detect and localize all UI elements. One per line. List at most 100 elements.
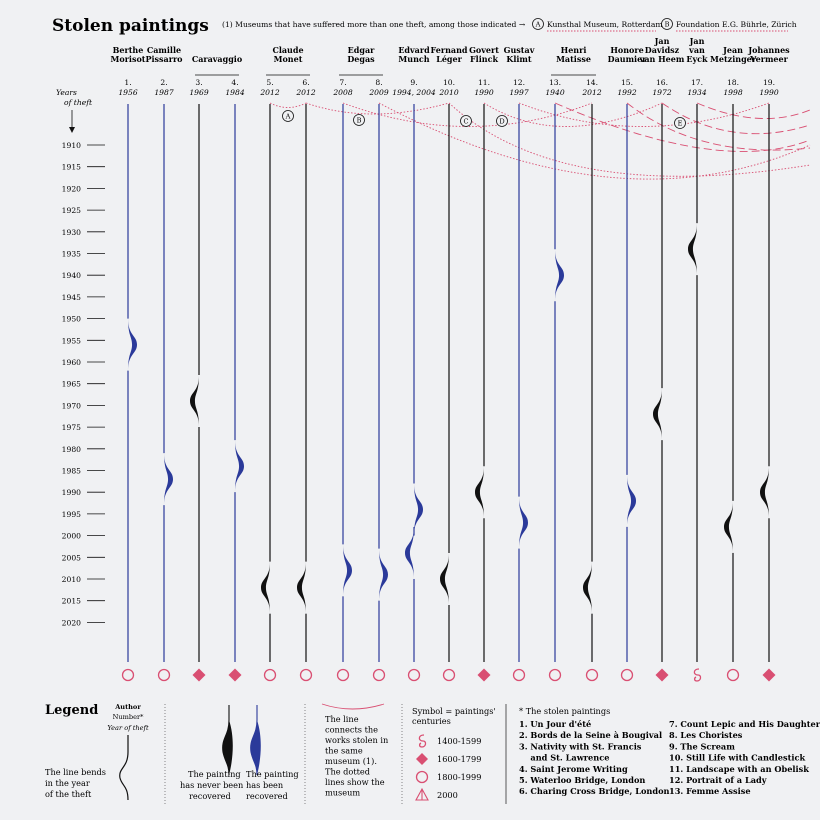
painting-number: 8.: [375, 78, 382, 87]
museum-marker-icon: [282, 110, 294, 122]
painting-number: 12.: [513, 78, 525, 87]
legend-symbol-heading-2: centuries: [412, 716, 451, 726]
stolen-painting-item: 12. Portrait of a Lady: [669, 775, 767, 785]
museum-note-text: (1) Museums that have suffered more than…: [222, 20, 526, 29]
author-name: Honore: [610, 45, 643, 55]
diamond-icon: [762, 668, 776, 682]
author-name: Pissarro: [145, 54, 183, 64]
museum-marker-label: A: [285, 113, 291, 121]
museum-connection-arc: [448, 102, 811, 177]
painting-lines: [127, 104, 770, 662]
stolen-paintings-heading: * The stolen paintings: [519, 706, 610, 716]
painting-number: 19.: [763, 78, 775, 87]
theft-year-label: 2008: [332, 88, 352, 97]
year-tick-label: 1995: [62, 510, 81, 519]
year-tick-label: 2015: [62, 597, 81, 606]
author-name: Monet: [274, 54, 303, 64]
painting-theft-bend: [297, 561, 306, 614]
museum-marker-icon: [496, 115, 508, 127]
author-name: Berthe: [113, 45, 144, 55]
years-of-theft-label: Years of theft: [56, 88, 93, 133]
museum-connections: A B C D E: [269, 102, 811, 180]
stolen-painting-item: 5. Waterloo Bridge, London: [519, 775, 645, 785]
theft-year-label: 1990: [474, 88, 493, 97]
theft-year-label: 1994, 2004: [392, 88, 436, 97]
theft-year-label: 1969: [189, 88, 208, 97]
painting-number: 4.: [231, 78, 238, 87]
author-name: Johannes: [747, 45, 790, 55]
stolen-painting-item: 13. Femme Assise: [669, 786, 751, 796]
author-name: Vermeer: [749, 54, 788, 64]
museum-marker-label: D: [499, 118, 504, 126]
legend-symbol-label: 1800-1999: [437, 772, 481, 782]
stolen-painting-item: 11. Landscape with an Obelisk: [669, 764, 809, 774]
legend: Legend Author Number* Year of theft The …: [45, 703, 820, 804]
museum-connection-arc: [696, 102, 811, 119]
circle-icon: [620, 668, 634, 682]
author-name: Govert: [469, 45, 499, 55]
author-name: Jan: [689, 36, 705, 46]
museum-connection-arc: [518, 102, 770, 127]
theft-year-label: 1997: [509, 88, 528, 97]
museum-b-name: Foundation E.G. Bührle, Zürich: [676, 20, 797, 29]
spiral-icon: [693, 668, 702, 682]
legend-recovered-bend: [250, 720, 261, 775]
diamond-icon: [192, 668, 206, 682]
legend-year-label: Year of theft: [107, 724, 149, 732]
legend-bend-text-1: The line bends: [45, 767, 106, 777]
year-tick-label: 1985: [62, 467, 81, 476]
author-name: Matisse: [556, 54, 591, 64]
painting-number: 15.: [621, 78, 633, 87]
painting-number: 3.: [195, 78, 202, 87]
legend-museum-text-line: The dotted: [325, 767, 370, 777]
diamond-icon: [477, 668, 491, 682]
legend-recovered-text-1: The painting: [246, 769, 299, 779]
painting-theft-bend: [128, 318, 137, 371]
stolen-painting-item: 10. Still Life with Candlestick: [669, 753, 805, 763]
year-tick-label: 1950: [62, 315, 81, 324]
year-tick-label: 2020: [62, 618, 81, 627]
author-name: Gustav: [504, 45, 535, 55]
theft-year-label: 2012: [295, 88, 315, 97]
legend-number-label: Number*: [113, 713, 145, 721]
theft-year-label: 2009: [368, 88, 388, 97]
author-name: Henri: [561, 45, 587, 55]
museum-connection-arc: [305, 102, 450, 115]
century-symbols: [121, 668, 776, 682]
author-name: Flinck: [470, 54, 498, 64]
legend-not-recovered-bend: [222, 720, 233, 775]
museum-connection-arc: [661, 102, 811, 135]
painting-number: 10.: [443, 78, 455, 87]
author-name: Caravaggio: [192, 54, 243, 64]
circle-icon: [585, 668, 599, 682]
diamond-icon: [416, 753, 428, 765]
stolen-painting-item: 9. The Scream: [669, 741, 735, 751]
theft-year-label: 2010: [438, 88, 458, 97]
painting-theft-bend: [519, 496, 528, 549]
legend-symbol-label: 1400-1599: [437, 736, 481, 746]
year-tick-label: 1955: [62, 336, 81, 345]
painting-theft-bend: [440, 553, 449, 605]
legend-symbol-label: 1600-1799: [437, 754, 481, 764]
theft-year-label: 1956: [118, 88, 137, 97]
painting-number: 13.: [549, 78, 561, 87]
year-tick-label: 1975: [62, 423, 81, 432]
year-tick-label: 1940: [62, 271, 81, 280]
museum-connection-arc: [378, 102, 811, 180]
year-tick-label: 2000: [62, 532, 81, 541]
painting-theft-bend: [627, 474, 636, 527]
theft-year-label: 1998: [723, 88, 742, 97]
circle-icon: [372, 668, 386, 682]
author-name: Edvard: [398, 45, 430, 55]
painting-theft-bend: [724, 500, 733, 553]
theft-year-label: 1940: [545, 88, 564, 97]
year-tick-label: 1920: [62, 184, 81, 193]
legend-heading: Legend: [45, 703, 98, 718]
painting-theft-bend: [379, 548, 388, 601]
years-label-line-1: Years: [56, 88, 77, 97]
author-name: Degas: [347, 54, 375, 64]
